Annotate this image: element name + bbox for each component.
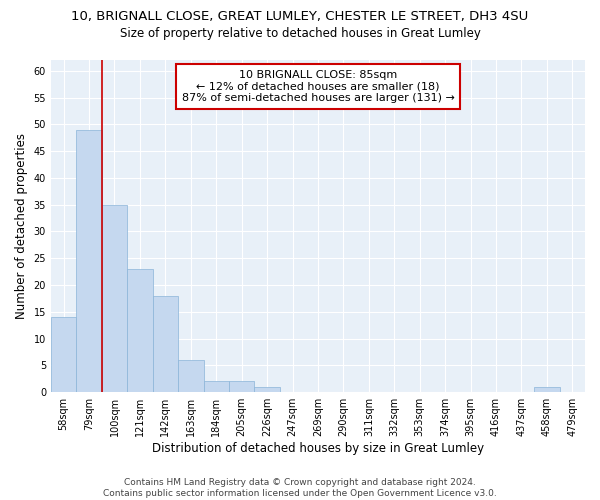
Bar [51,317,76,392]
Bar [178,360,203,392]
Text: Size of property relative to detached houses in Great Lumley: Size of property relative to detached ho… [119,28,481,40]
Bar [152,296,178,392]
X-axis label: Distribution of detached houses by size in Great Lumley: Distribution of detached houses by size … [152,442,484,455]
Bar [203,382,229,392]
Bar [229,382,254,392]
Bar [127,269,152,392]
Text: Contains HM Land Registry data © Crown copyright and database right 2024.
Contai: Contains HM Land Registry data © Crown c… [103,478,497,498]
Text: 10, BRIGNALL CLOSE, GREAT LUMLEY, CHESTER LE STREET, DH3 4SU: 10, BRIGNALL CLOSE, GREAT LUMLEY, CHESTE… [71,10,529,23]
Bar [534,387,560,392]
Y-axis label: Number of detached properties: Number of detached properties [15,133,28,319]
Bar [76,130,102,392]
Text: 10 BRIGNALL CLOSE: 85sqm
← 12% of detached houses are smaller (18)
87% of semi-d: 10 BRIGNALL CLOSE: 85sqm ← 12% of detach… [182,70,454,103]
Bar [102,204,127,392]
Bar [254,387,280,392]
